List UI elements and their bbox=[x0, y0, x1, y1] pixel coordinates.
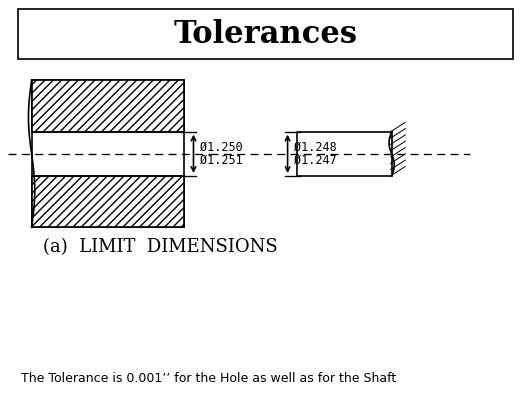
Bar bbox=[32, 80, 184, 227]
Text: Tolerances: Tolerances bbox=[174, 19, 357, 50]
Text: Ø1.251: Ø1.251 bbox=[200, 154, 243, 167]
Bar bbox=[32, 176, 184, 227]
Text: (a)  LIMIT  DIMENSIONS: (a) LIMIT DIMENSIONS bbox=[43, 238, 278, 256]
Bar bbox=[32, 80, 184, 132]
FancyBboxPatch shape bbox=[19, 9, 512, 59]
Text: Ø1.247: Ø1.247 bbox=[294, 154, 337, 167]
Text: Ø1.248: Ø1.248 bbox=[294, 141, 337, 154]
Bar bbox=[297, 132, 392, 176]
Text: Ø1.250: Ø1.250 bbox=[200, 141, 243, 154]
Text: The Tolerance is 0.001’’ for the Hole as well as for the Shaft: The Tolerance is 0.001’’ for the Hole as… bbox=[21, 372, 396, 385]
